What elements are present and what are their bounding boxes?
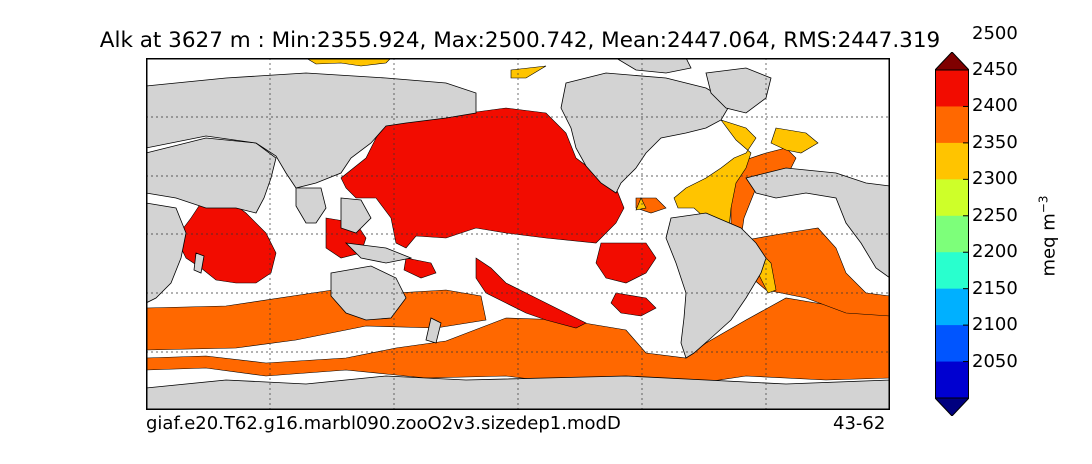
colorbar-tick-label: 2450 [972, 59, 1018, 80]
colorbar-tick-label: 2250 [972, 204, 1018, 226]
land-australia [330, 265, 407, 321]
land-indonesia [344, 242, 413, 264]
map-panel [146, 58, 890, 410]
land-eurasia [146, 72, 477, 189]
years-label: 43-62 [833, 413, 886, 434]
land-greenland [705, 67, 772, 114]
land-southeast-asia [340, 197, 372, 234]
colorbar-tick-label: 2300 [972, 168, 1018, 190]
colorbar-tick-label: 2350 [972, 131, 1018, 153]
colorbar-extend-min [933, 397, 971, 417]
colorbar-segment [935, 361, 969, 399]
case-name-label: giaf.e20.T62.g16.marbl090.zooO2v3.sizede… [146, 413, 621, 434]
colorbar-units-label: meq m−3 [1036, 195, 1060, 277]
land-north-america [560, 72, 732, 194]
colorbar-extend-max [933, 51, 971, 71]
colorbar-tick-label: 2050 [972, 350, 1018, 372]
colorbar-tick-label: 2500 [972, 22, 1018, 44]
colorbar [933, 33, 971, 417]
land-south-america [665, 212, 767, 359]
colorbar-tick-label: 2400 [972, 95, 1018, 117]
colorbar-frame [935, 69, 969, 399]
colorbar-segment [935, 215, 969, 253]
colorbar-segment [935, 70, 969, 107]
world-map [146, 58, 890, 410]
colorbar-segment [935, 288, 969, 326]
colorbar-segment [935, 179, 969, 217]
map-border [146, 58, 890, 410]
colorbar-tick-label: 2100 [972, 314, 1018, 336]
land-africa-south [146, 202, 187, 304]
colorbar-segment [935, 106, 969, 144]
land-africa-east [745, 167, 890, 279]
colorbar-tick-label: 2150 [972, 277, 1018, 299]
colorbar-segment [935, 252, 969, 290]
land-india [295, 187, 327, 224]
field-pacific-indian [175, 107, 657, 329]
land-madagascar [193, 252, 205, 274]
colorbar-tick-label: 2200 [972, 241, 1018, 263]
land-new-zealand [425, 317, 442, 344]
map-title: Alk at 3627 m : Min:2355.924, Max:2500.7… [99, 28, 941, 53]
graticule [146, 58, 890, 410]
colorbar-segment [935, 142, 969, 180]
land-arctic-islands [615, 58, 692, 74]
colorbar-segment [935, 325, 969, 363]
